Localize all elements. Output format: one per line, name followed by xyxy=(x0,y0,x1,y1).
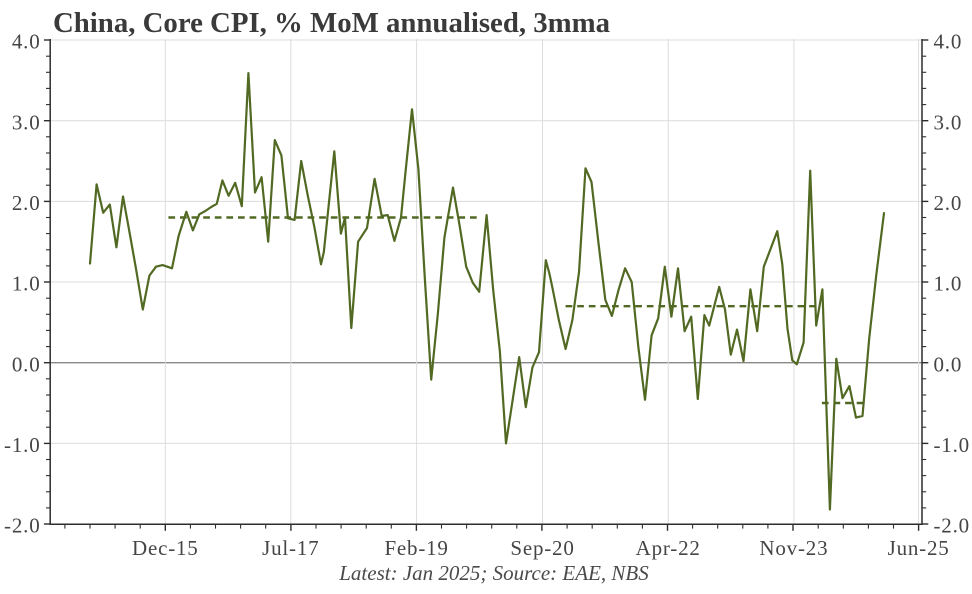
svg-text:4.0: 4.0 xyxy=(12,30,41,54)
svg-text:1.0: 1.0 xyxy=(12,272,41,296)
svg-text:3.0: 3.0 xyxy=(934,110,963,134)
svg-text:0.0: 0.0 xyxy=(934,352,963,376)
svg-text:-2.0: -2.0 xyxy=(4,514,40,538)
svg-text:3.0: 3.0 xyxy=(12,110,41,134)
svg-text:Jul-17: Jul-17 xyxy=(262,536,319,560)
svg-text:2.0: 2.0 xyxy=(12,191,41,215)
svg-text:Jun-25: Jun-25 xyxy=(888,536,950,560)
svg-text:Feb-19: Feb-19 xyxy=(384,536,448,560)
svg-text:1.0: 1.0 xyxy=(934,272,963,296)
svg-text:-2.0: -2.0 xyxy=(934,514,970,538)
svg-text:Dec-15: Dec-15 xyxy=(132,536,199,560)
svg-text:-1.0: -1.0 xyxy=(934,433,970,457)
svg-text:2.0: 2.0 xyxy=(934,191,963,215)
svg-text:Sep-20: Sep-20 xyxy=(510,536,574,560)
svg-text:0.0: 0.0 xyxy=(12,352,41,376)
svg-text:China, Core CPI, % MoM annuali: China, Core CPI, % MoM annualised, 3mma xyxy=(53,7,610,39)
svg-text:Apr-22: Apr-22 xyxy=(636,536,701,560)
svg-text:4.0: 4.0 xyxy=(934,30,963,54)
svg-text:-1.0: -1.0 xyxy=(4,433,40,457)
svg-text:Latest: Jan 2025; Source: EAE,: Latest: Jan 2025; Source: EAE, NBS xyxy=(338,561,649,585)
svg-text:Nov-23: Nov-23 xyxy=(759,536,828,560)
